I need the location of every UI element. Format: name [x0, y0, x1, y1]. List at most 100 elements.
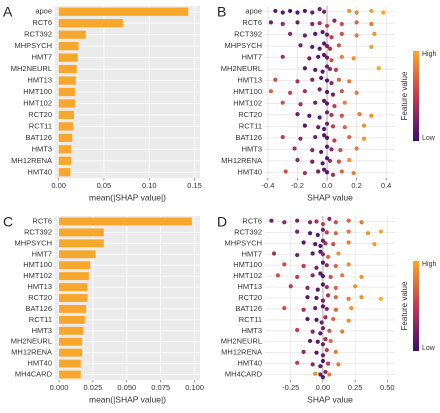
shap-point: [320, 221, 326, 227]
shap-point: [324, 78, 330, 83]
shap-point: [324, 284, 329, 290]
y-tick-label: HMT100: [23, 87, 52, 96]
y-tick-label: MH4CARD: [15, 370, 53, 379]
shap-point: [317, 87, 322, 92]
bar: [59, 326, 84, 335]
shap-point: [354, 33, 359, 38]
bar: [59, 272, 89, 281]
y-tick-label: HMT13: [237, 282, 262, 291]
shap-point: [369, 113, 374, 118]
shap-point: [330, 124, 336, 129]
shap-point: [310, 44, 315, 50]
shap-point: [321, 167, 327, 172]
shap-point: [305, 285, 310, 290]
shap-point: [331, 316, 336, 322]
x-tick-label: 0.0: [322, 181, 332, 190]
shap-point: [282, 306, 287, 311]
shap-point: [347, 79, 352, 84]
shap-point: [329, 35, 334, 40]
shap-point: [333, 231, 338, 236]
shap-point: [324, 89, 330, 95]
shap-point: [307, 56, 312, 61]
bar: [58, 168, 71, 177]
shap-point: [339, 54, 344, 59]
shap-point: [329, 147, 334, 152]
shap-point: [310, 10, 315, 15]
y-tick-label: HMT7: [242, 53, 262, 62]
shap-point: [333, 220, 338, 225]
shap-point: [369, 44, 374, 50]
shap-point: [315, 287, 320, 292]
panel-label: D: [217, 214, 227, 230]
shap-point: [327, 372, 332, 377]
bar: [58, 156, 72, 165]
shap-point: [354, 90, 359, 95]
shap-point: [317, 115, 322, 120]
shap-point: [268, 89, 274, 94]
y-tick-label: MH12RENA: [11, 156, 52, 165]
shap-point: [339, 31, 344, 36]
colorbar: [413, 51, 419, 141]
y-tick-label: MHPSYCH: [224, 41, 262, 50]
colorbar: [413, 261, 419, 351]
shap-point: [324, 135, 330, 140]
x-tick-label: 0.075: [151, 383, 170, 392]
shap-point: [313, 242, 318, 247]
shap-point: [372, 242, 377, 247]
shap-point: [301, 349, 306, 354]
shap-point: [346, 262, 351, 267]
y-tick-label: HMT3: [242, 326, 262, 335]
shap-point: [324, 263, 329, 268]
shap-point: [280, 134, 285, 140]
y-tick-label: RCT11: [239, 121, 262, 130]
shap-point: [328, 338, 333, 344]
shap-point: [282, 262, 287, 267]
shap-point: [320, 342, 326, 347]
shap-point: [310, 362, 315, 367]
shap-point: [283, 169, 288, 174]
shap-point: [295, 10, 300, 15]
shap-point: [314, 265, 319, 270]
shap-point: [378, 296, 383, 301]
y-tick-label: HMT100: [233, 260, 262, 269]
shap-point: [320, 238, 326, 243]
y-tick-label: MH2NEURL: [11, 337, 52, 346]
shap-point: [324, 23, 330, 28]
shap-point: [347, 8, 352, 14]
y-tick-label: MH12RENA: [221, 348, 262, 357]
bar: [59, 359, 81, 368]
shap-point: [313, 100, 318, 105]
shap-point: [310, 21, 315, 27]
shap-point: [320, 282, 326, 287]
bar: [59, 315, 85, 324]
shap-point: [333, 285, 338, 290]
panel-label: B: [217, 4, 226, 20]
colorbar-high: High: [422, 51, 437, 58]
shap-point: [313, 306, 318, 311]
shap-point: [328, 274, 333, 280]
shap-point: [336, 43, 341, 48]
shap-point: [280, 54, 285, 59]
y-tick-label: HMT7: [242, 249, 262, 258]
y-tick-label: HMT40: [237, 167, 262, 176]
shap-point: [347, 157, 352, 163]
bar: [58, 7, 189, 16]
shap-point: [351, 56, 356, 61]
y-tick-label: BAT126: [25, 133, 52, 142]
shap-point: [280, 100, 285, 105]
shap-point: [316, 54, 321, 59]
shap-point: [378, 229, 383, 234]
y-tick-label: MH12RENA: [11, 348, 52, 357]
y-tick-label: MHPSYCH: [14, 41, 52, 50]
y-tick-label: MHPSYCH: [224, 238, 262, 247]
shap-point: [351, 170, 356, 176]
shap-point: [336, 159, 341, 164]
x-axis-title: SHAP value: [307, 394, 353, 404]
shap-point: [340, 329, 345, 334]
shap-point: [327, 46, 333, 51]
shap-point: [280, 21, 285, 27]
y-tick-label: HMT40: [27, 167, 52, 176]
y-tick-label: MH2NEURL: [11, 64, 52, 73]
shap-point: [320, 29, 325, 35]
shap-point: [338, 148, 343, 153]
